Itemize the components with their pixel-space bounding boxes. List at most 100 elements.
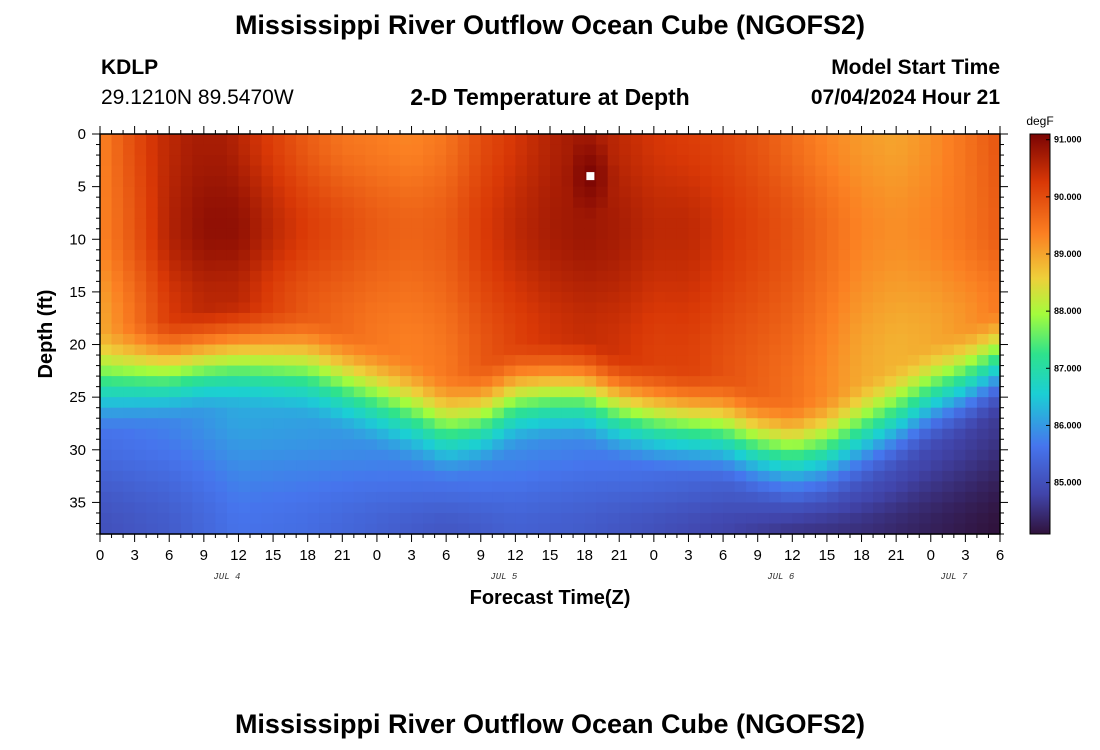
heatmap-cell bbox=[365, 239, 378, 251]
heatmap-cell bbox=[457, 460, 470, 472]
heatmap-cell bbox=[930, 186, 943, 198]
heatmap-cell bbox=[688, 144, 701, 156]
heatmap-cell bbox=[561, 291, 574, 304]
heatmap-cell bbox=[411, 134, 424, 146]
heatmap-cell bbox=[723, 449, 736, 461]
heatmap-cell bbox=[446, 186, 459, 198]
heatmap-cell bbox=[376, 270, 390, 282]
heatmap-cell bbox=[100, 186, 113, 198]
heatmap-cell bbox=[988, 228, 1001, 240]
heatmap-cell bbox=[411, 218, 424, 230]
heatmap-cell bbox=[342, 176, 355, 188]
heatmap-cell bbox=[169, 155, 182, 167]
heatmap-cell bbox=[400, 281, 413, 293]
heatmap-cell bbox=[734, 207, 747, 219]
heatmap-cell bbox=[930, 418, 943, 430]
heatmap-cell bbox=[134, 376, 147, 388]
heatmap-cell bbox=[226, 481, 240, 493]
heatmap-cell bbox=[930, 218, 943, 230]
heatmap-cell bbox=[584, 239, 597, 251]
heatmap-cell bbox=[573, 439, 586, 451]
heatmap-cell bbox=[873, 281, 886, 293]
heatmap-cell bbox=[146, 334, 159, 346]
heatmap-cell bbox=[757, 155, 770, 167]
heatmap-cell bbox=[607, 502, 620, 514]
heatmap-cell bbox=[203, 407, 216, 419]
heatmap-cell bbox=[607, 144, 620, 156]
heatmap-cell bbox=[134, 502, 147, 514]
heatmap-cell bbox=[492, 155, 505, 167]
heatmap-cell bbox=[515, 144, 528, 156]
heatmap-cell bbox=[619, 249, 632, 261]
heatmap-cell bbox=[884, 428, 897, 440]
heatmap-cell bbox=[261, 302, 274, 314]
heatmap-cell bbox=[803, 344, 816, 356]
heatmap-cell bbox=[642, 218, 655, 230]
heatmap-cell bbox=[826, 502, 840, 514]
heatmap-cell bbox=[942, 376, 955, 388]
heatmap-cell bbox=[676, 281, 690, 293]
heatmap-cell bbox=[111, 418, 124, 430]
heatmap-cell bbox=[919, 334, 932, 346]
heatmap-cell bbox=[134, 207, 147, 219]
heatmap-cell bbox=[665, 386, 678, 398]
heatmap-cell bbox=[803, 428, 816, 440]
heatmap-cell bbox=[100, 418, 113, 430]
heatmap-cell bbox=[596, 428, 609, 440]
heatmap-cell bbox=[884, 218, 897, 230]
heatmap-cell bbox=[653, 502, 666, 514]
heatmap-cell bbox=[953, 502, 966, 514]
heatmap-cell bbox=[838, 312, 851, 325]
heatmap-cell bbox=[123, 355, 136, 367]
heatmap-cell bbox=[434, 344, 447, 356]
heatmap-cell bbox=[965, 155, 978, 167]
heatmap-cell bbox=[192, 407, 205, 419]
heatmap-cell bbox=[203, 249, 216, 261]
heatmap-cell bbox=[238, 281, 251, 293]
heatmap-cell bbox=[711, 176, 724, 188]
heatmap-cell bbox=[423, 260, 436, 272]
heatmap-cell bbox=[584, 260, 597, 272]
heatmap-cell bbox=[296, 439, 309, 451]
heatmap-cell bbox=[584, 281, 597, 293]
heatmap-cell bbox=[953, 344, 966, 356]
heatmap-cell bbox=[861, 291, 874, 304]
heatmap-cell bbox=[215, 428, 228, 440]
heatmap-cell bbox=[376, 312, 390, 325]
heatmap-cell bbox=[400, 376, 413, 388]
heatmap-cell bbox=[342, 428, 355, 440]
heatmap-cell bbox=[342, 386, 355, 398]
heatmap-cell bbox=[930, 155, 943, 167]
heatmap-cell bbox=[296, 460, 309, 472]
heatmap-cell bbox=[123, 502, 136, 514]
heatmap-cell bbox=[873, 439, 886, 451]
heatmap-cell bbox=[250, 165, 263, 177]
heatmap-cell bbox=[400, 397, 413, 409]
heatmap-cell bbox=[365, 502, 378, 514]
heatmap-cell bbox=[653, 323, 666, 335]
heatmap-cell bbox=[376, 249, 390, 261]
heatmap-cell bbox=[492, 249, 505, 261]
heatmap-cell bbox=[400, 470, 413, 482]
heatmap-cell bbox=[792, 355, 805, 367]
heatmap-cell bbox=[723, 207, 736, 219]
heatmap-cell bbox=[873, 155, 886, 167]
heatmap-cell bbox=[400, 512, 413, 525]
heatmap-cell bbox=[434, 365, 447, 377]
heatmap-cell bbox=[330, 470, 343, 482]
x-tick-label: 18 bbox=[576, 547, 593, 564]
heatmap-cell bbox=[769, 144, 782, 156]
heatmap-cell bbox=[388, 439, 401, 451]
colorbar-tick-label: 87.000 bbox=[1054, 363, 1082, 373]
heatmap-cell bbox=[111, 291, 124, 304]
heatmap-cell bbox=[330, 207, 343, 219]
heatmap-cell bbox=[746, 428, 759, 440]
heatmap-cell bbox=[665, 502, 678, 514]
heatmap-cell bbox=[665, 228, 678, 240]
heatmap-cell bbox=[976, 386, 990, 398]
heatmap-cell bbox=[688, 281, 701, 293]
heatmap-cell bbox=[746, 323, 759, 335]
heatmap-cell bbox=[180, 144, 193, 156]
heatmap-cell bbox=[630, 449, 643, 461]
heatmap-cell bbox=[538, 155, 551, 167]
